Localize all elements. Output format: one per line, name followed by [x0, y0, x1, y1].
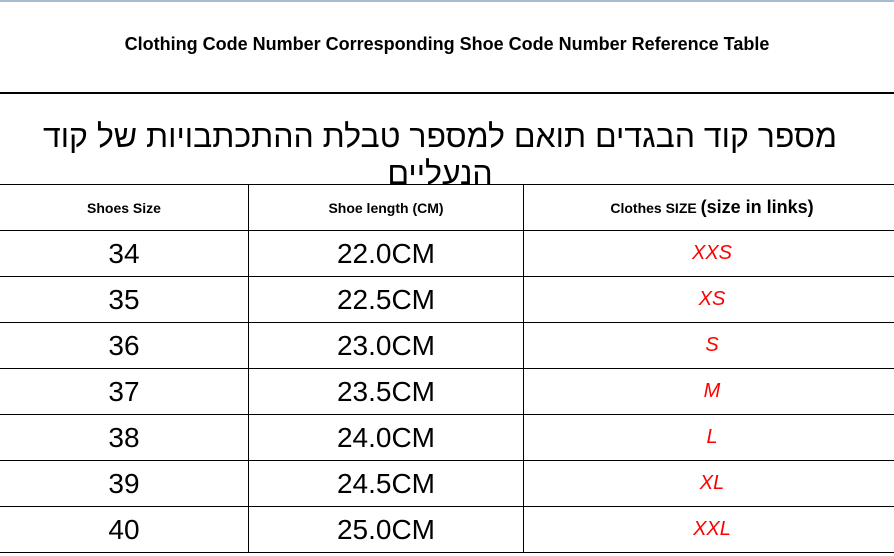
header-clothes-size: Clothes SIZE (size in links): [523, 184, 894, 231]
clothes-size-cell: XXS: [523, 230, 894, 277]
shoes-size-cell: 39: [0, 460, 249, 507]
clothes-size-cell: S: [523, 322, 894, 369]
size-table: Shoes Size Shoe length (CM) Clothes SIZE…: [0, 184, 894, 553]
table-row: 36 23.0CM S: [0, 322, 894, 369]
top-border: [0, 0, 894, 2]
shoes-size-cell: 40: [0, 506, 249, 553]
shoe-length-cell: 22.0CM: [248, 230, 524, 277]
header-clothes-size-note: (size in links): [700, 197, 814, 217]
shoe-length-cell: 23.0CM: [248, 322, 524, 369]
shoes-size-cell: 38: [0, 414, 249, 461]
header-shoe-length: Shoe length (CM): [248, 184, 524, 231]
shoe-length-cell: 24.5CM: [248, 460, 524, 507]
table-row: 38 24.0CM L: [0, 414, 894, 461]
divider: [0, 92, 894, 94]
table-row: 34 22.0CM XXS: [0, 230, 894, 277]
shoes-size-cell: 36: [0, 322, 249, 369]
hebrew-title: מספר קוד הבגדים תואם למספר טבלת ההתכתבוי…: [43, 118, 837, 191]
table-header-row: Shoes Size Shoe length (CM) Clothes SIZE…: [0, 184, 894, 231]
header-shoes-size: Shoes Size: [0, 184, 249, 231]
shoe-length-cell: 23.5CM: [248, 368, 524, 415]
table-row: 37 23.5CM M: [0, 368, 894, 415]
clothes-size-cell: L: [523, 414, 894, 461]
table-row: 40 25.0CM XXL: [0, 506, 894, 553]
header-clothes-size-label: Clothes SIZE: [610, 200, 697, 216]
table-row: 39 24.5CM XL: [0, 460, 894, 507]
clothes-size-cell: XXL: [523, 506, 894, 553]
clothes-size-cell: XL: [523, 460, 894, 507]
shoes-size-cell: 37: [0, 368, 249, 415]
shoe-length-cell: 22.5CM: [248, 276, 524, 323]
clothes-size-cell: M: [523, 368, 894, 415]
shoe-length-cell: 24.0CM: [248, 414, 524, 461]
table-row: 35 22.5CM XS: [0, 276, 894, 323]
shoes-size-cell: 34: [0, 230, 249, 277]
page-title: Clothing Code Number Corresponding Shoe …: [124, 34, 770, 54]
shoe-length-cell: 25.0CM: [248, 506, 524, 553]
clothes-size-cell: XS: [523, 276, 894, 323]
shoes-size-cell: 35: [0, 276, 249, 323]
